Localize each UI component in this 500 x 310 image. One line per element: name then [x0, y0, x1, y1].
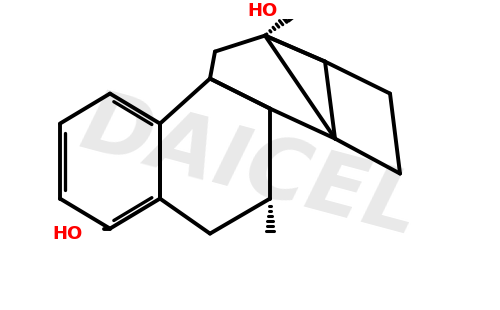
Text: HO: HO	[248, 2, 278, 20]
Text: DAICEL: DAICEL	[72, 84, 428, 254]
Text: HO: HO	[52, 225, 82, 243]
